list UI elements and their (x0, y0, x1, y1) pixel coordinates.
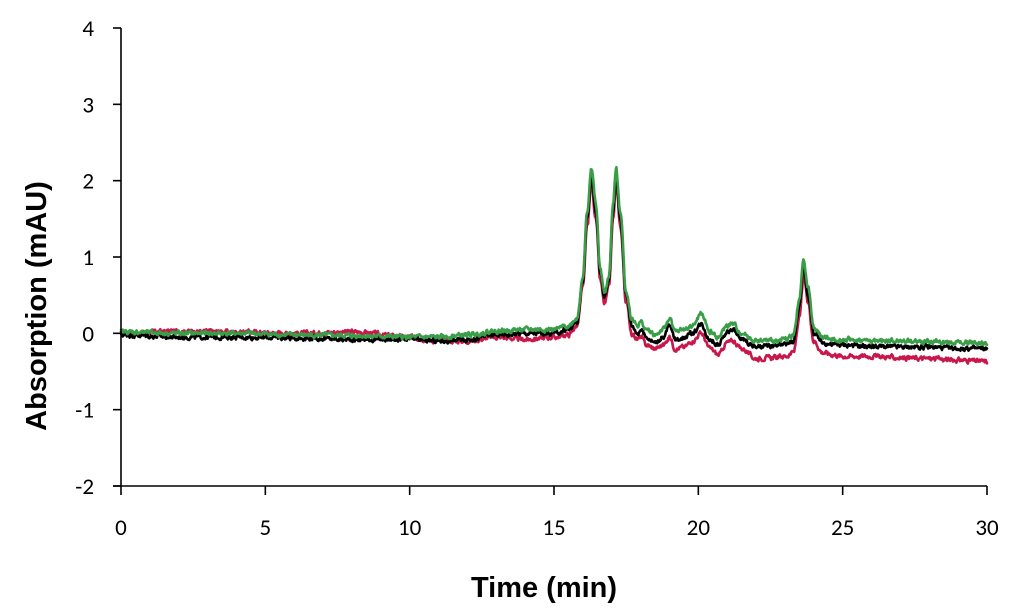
y-tick-label: 2 (82, 168, 94, 196)
y-tick-label: 4 (82, 15, 94, 43)
x-axis-title: Time (min) (471, 572, 617, 604)
axes (113, 28, 987, 487)
y-tick-label: -1 (75, 397, 94, 425)
x-tick-label: 20 (687, 514, 711, 542)
y-tick-label: -2 (75, 473, 94, 501)
y-tick-label: 3 (82, 91, 94, 119)
x-tick-label: 0 (115, 514, 127, 542)
y-axis-title: Absorption (mAU) (21, 181, 53, 431)
x-tick-label: 5 (259, 514, 271, 542)
black-trace-line (119, 174, 989, 353)
y-ticks: -2 -1 0 1 2 3 4 (75, 15, 121, 501)
y-tick-label: 0 (82, 320, 94, 348)
x-tick-label: 15 (542, 514, 565, 542)
y-tick-label: 1 (82, 244, 94, 272)
x-tick-label: 10 (398, 514, 422, 542)
x-tick-label: 30 (975, 514, 999, 542)
x-tick-label: 25 (831, 514, 854, 542)
series-layer (119, 165, 989, 365)
green-trace-line (119, 165, 989, 347)
x-ticks: 0 5 10 15 20 25 30 (115, 486, 999, 542)
